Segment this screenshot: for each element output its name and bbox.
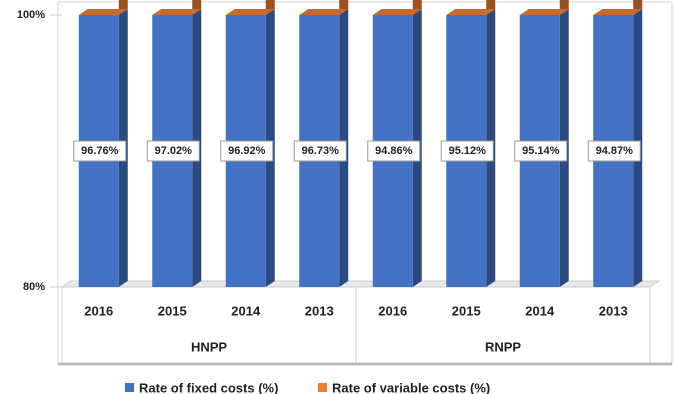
chart-frame: [57, 1, 673, 365]
data-label: 97.02%: [155, 145, 193, 157]
bar-top: [372, 9, 422, 15]
group-label: HNPP: [191, 339, 227, 354]
x-tick-label: 2015: [452, 303, 481, 318]
x-tick-label: 2014: [231, 303, 261, 318]
data-label: 96.92%: [228, 145, 266, 157]
floor: [60, 280, 661, 288]
y-tick-label: 80%: [23, 281, 45, 293]
bar-top: [299, 9, 349, 15]
legend-swatch: [318, 383, 327, 392]
y-tick-label: 100%: [17, 9, 45, 21]
group-label: RNPP: [485, 339, 521, 354]
data-label: 96.76%: [81, 145, 119, 157]
data-label-box: [73, 140, 127, 162]
data-label-box: [587, 140, 641, 162]
legend-swatch: [125, 383, 134, 392]
bar-top: [446, 9, 496, 15]
data-label-box: [220, 140, 274, 162]
legend-label: Rate of fixed costs (%): [139, 380, 278, 394]
data-label-box: [514, 140, 568, 162]
bar-top: [225, 9, 275, 15]
x-tick-label: 2013: [599, 303, 628, 318]
data-label-box: [440, 140, 494, 162]
bar-top: [519, 9, 569, 15]
x-tick-label: 2016: [84, 303, 113, 318]
data-label: 96.73%: [302, 145, 340, 157]
legend-label: Rate of variable costs (%): [332, 380, 490, 394]
bar-top: [152, 9, 202, 15]
bar-top: [593, 9, 643, 15]
data-label-box: [146, 140, 200, 162]
bar-top: [78, 9, 128, 15]
data-label: 94.87%: [596, 145, 634, 157]
x-tick-label: 2015: [158, 303, 187, 318]
x-tick-label: 2013: [305, 303, 334, 318]
data-label: 95.14%: [522, 145, 560, 157]
x-tick-label: 2016: [378, 303, 407, 318]
data-label-box: [367, 140, 421, 162]
data-label: 94.86%: [375, 145, 413, 157]
x-tick-label: 2014: [525, 303, 555, 318]
data-label: 95.12%: [449, 145, 487, 157]
data-label-box: [293, 140, 347, 162]
